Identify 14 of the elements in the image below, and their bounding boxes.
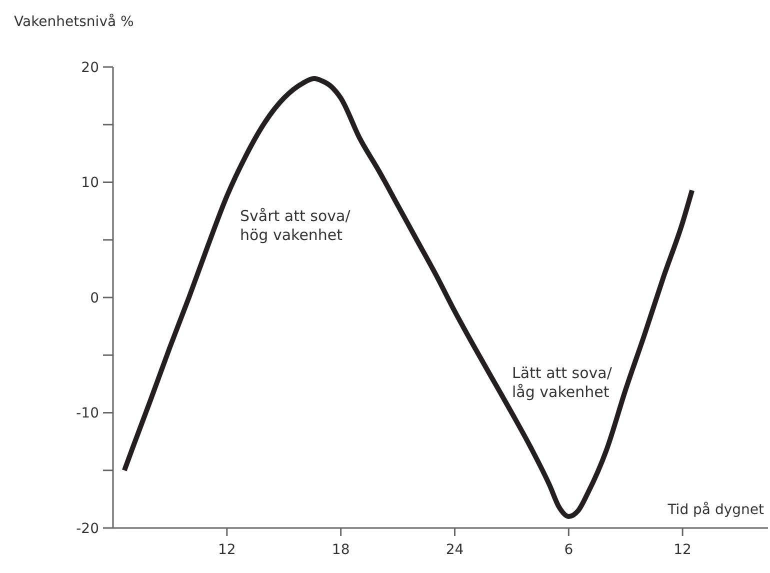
x-tick-label: 6	[564, 542, 574, 558]
x-tick-label: 24	[446, 542, 464, 558]
annotation: Svårt att sova/ hög vakenhet	[240, 207, 352, 244]
y-tick-label: 10	[81, 175, 99, 192]
x-tick-label: 12	[674, 542, 692, 558]
annotation: Lätt att sova/ låg vakenhet	[512, 364, 613, 401]
y-tick-label: 0	[90, 290, 99, 306]
x-axis-title: Tid på dygnet	[666, 501, 764, 518]
y-tick-label: -10	[76, 406, 99, 422]
y-tick-label: -20	[76, 520, 99, 537]
x-tick-label: 18	[332, 542, 350, 558]
y-axis-title: Vakenhetsnivå %	[14, 13, 134, 30]
y-tick-label: 20	[81, 60, 99, 76]
x-tick-label: 12	[218, 542, 236, 558]
